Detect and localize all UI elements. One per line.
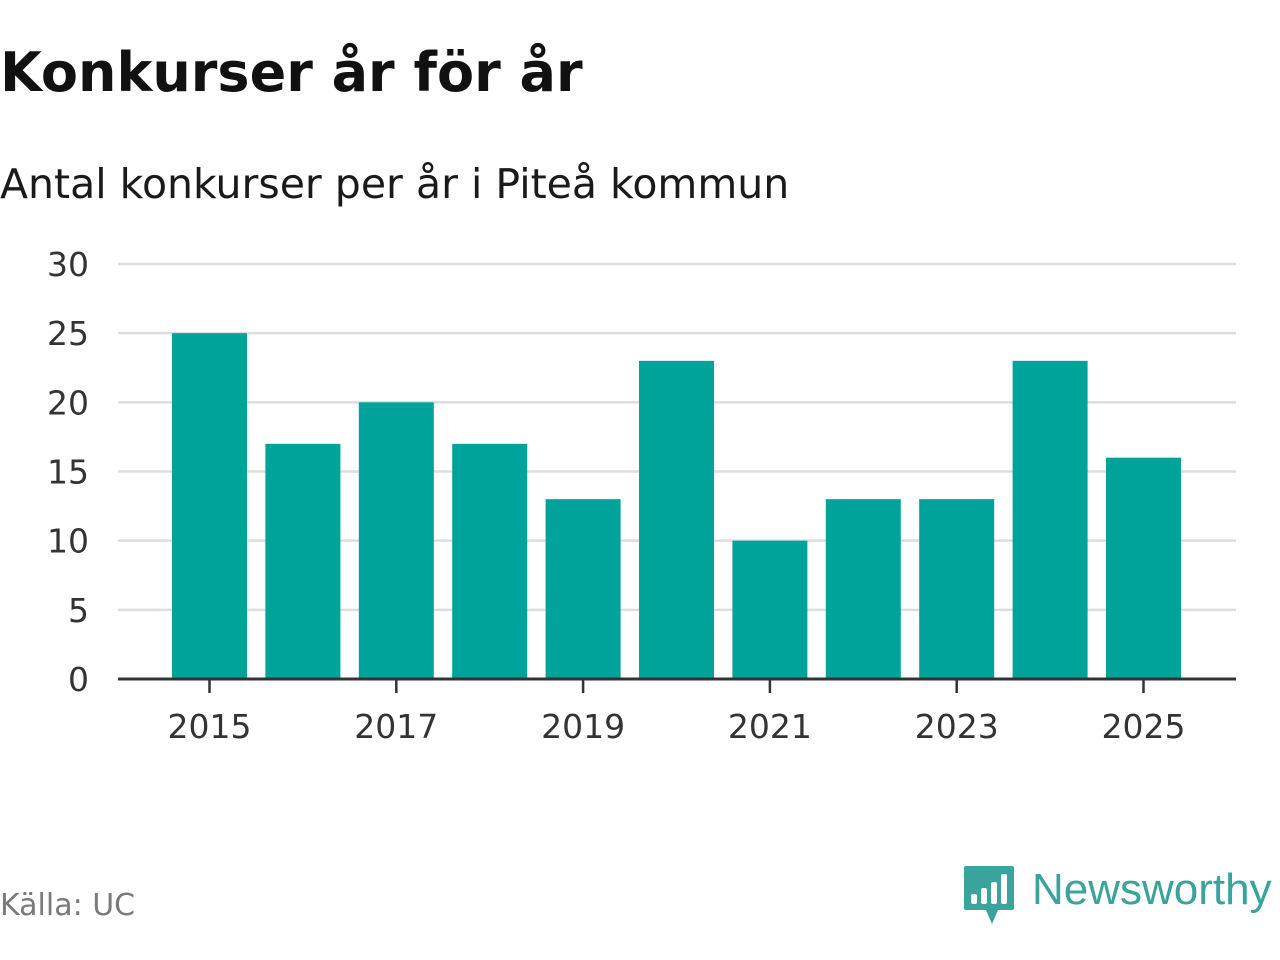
bar-2020 [639,360,714,679]
brand-name: Newsworthy [1032,865,1272,914]
x-tick-label: 2023 [915,707,999,746]
y-tick-label: 20 [47,383,89,422]
bar-2018 [452,443,528,679]
x-tick-label: 2019 [541,707,625,746]
x-axis-labels: 2015 2017 2019 2021 2023 2025 [168,707,1186,746]
bar-2025 [1106,457,1181,679]
brand-logo: Newsworthy [962,864,1272,928]
y-tick-label: 30 [47,245,89,284]
y-axis-labels: 0 5 10 15 20 25 30 [47,245,89,699]
x-axis [118,677,1236,693]
bars [172,333,1181,679]
bar-2016 [265,443,341,679]
bar-2015 [172,333,247,679]
bar-2019 [545,499,621,679]
bar-2022 [825,499,901,679]
chart-title: Konkurser år för år [0,41,583,104]
y-tick-label: 10 [47,522,89,561]
y-tick-label: 5 [68,591,89,630]
x-tick-label: 2015 [168,707,252,746]
source-note: Källa: UC [0,888,136,923]
y-tick-label: 0 [68,660,89,699]
newsworthy-logo-icon [964,866,1014,924]
bar-2024 [1012,360,1088,679]
x-tick-label: 2017 [354,707,438,746]
y-tick-label: 25 [47,314,89,353]
y-tick-label: 15 [47,453,89,492]
bar-2021 [732,540,808,679]
bar-2017 [358,402,434,679]
x-tick-label: 2021 [728,707,812,746]
chart-subtitle: Antal konkurser per år i Piteå kommun [0,160,790,208]
bar-2023 [919,499,995,679]
x-tick-label: 2025 [1102,707,1186,746]
